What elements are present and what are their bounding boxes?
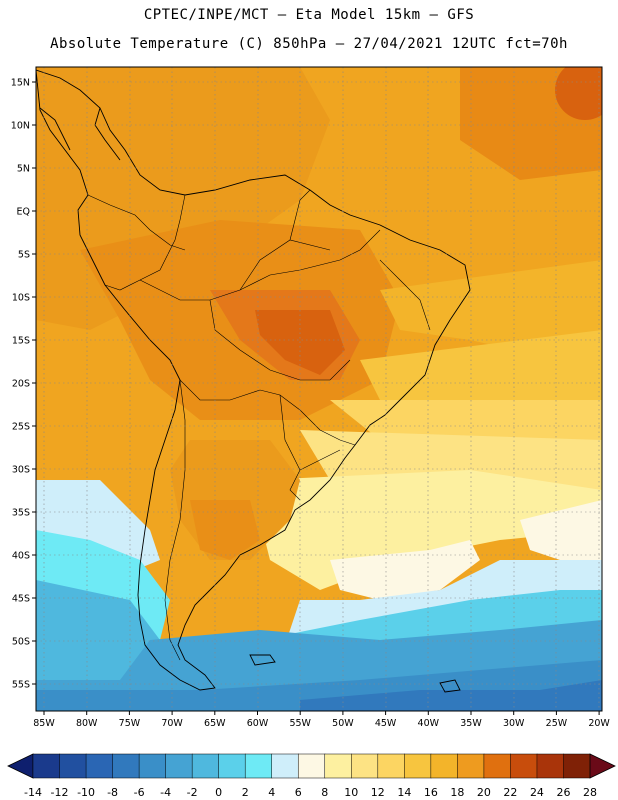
colorbar-swatch: [59, 753, 87, 779]
colorbar: [7, 753, 616, 779]
colorbar-swatch: [191, 753, 220, 779]
lat-label: 45S: [12, 594, 30, 605]
colorbar-label: 8: [321, 786, 328, 799]
colorbar-swatch: [112, 753, 140, 779]
coastlines: [36, 69, 471, 693]
lat-label: EQ: [17, 207, 30, 218]
lon-label: 55W: [289, 718, 311, 729]
colorbar-swatch: [244, 753, 273, 779]
colorbar-label: 2: [242, 786, 249, 799]
lat-label: 40S: [12, 551, 30, 562]
map-border: [35, 66, 603, 712]
lat-label: 10S: [12, 293, 30, 304]
colorbar-label: 16: [424, 786, 438, 799]
colorbar-swatch: [32, 753, 61, 779]
lon-label: 50W: [332, 718, 354, 729]
colorbar-swatch: [138, 753, 167, 779]
lon-label: 35W: [460, 718, 482, 729]
colorbar-label: -8: [107, 786, 118, 799]
lon-label: 65W: [204, 718, 226, 729]
lon-label: 70W: [161, 718, 183, 729]
colorbar-swatch: [404, 753, 432, 779]
lon-label: 25W: [546, 718, 568, 729]
lon-label: 40W: [418, 718, 440, 729]
colorbar-swatch: [85, 753, 114, 779]
lat-label: 5N: [17, 164, 30, 175]
colorbar-label: 14: [397, 786, 411, 799]
colorbar-swatch: [165, 753, 193, 779]
lat-label: 35S: [12, 508, 30, 519]
colorbar-label: -10: [77, 786, 95, 799]
lon-label: 80W: [76, 718, 98, 729]
lat-label: 20S: [12, 379, 30, 390]
lon-label: 45W: [375, 718, 397, 729]
lon-label: 30W: [503, 718, 525, 729]
title-line-1: CPTEC/INPE/MCT – Eta Model 15km – GFS: [143, 7, 475, 23]
lat-label: 50S: [12, 637, 30, 648]
colorbar-label: -2: [187, 786, 198, 799]
colorbar-swatch: [218, 753, 246, 779]
country-borders: [87, 189, 431, 661]
colorbar-label: -4: [160, 786, 171, 799]
lat-label: 5S: [18, 250, 30, 261]
colorbar-swatch: [536, 753, 565, 779]
colorbar-labels: -14 -12 -10 -8 -6 -4 -2 0 2 4 6 8 10 12 14 16 18 20 22 24 26…: [24, 786, 597, 799]
graticule: [36, 67, 602, 711]
lat-label: 10N: [11, 121, 30, 132]
title-line-2: Absolute Temperature (C) 850hPa – 27/04/…: [50, 36, 568, 52]
lat-label: 15N: [11, 78, 30, 89]
colorbar-label: -12: [51, 786, 69, 799]
colorbar-label: 10: [344, 786, 358, 799]
lon-label: 85W: [33, 718, 55, 729]
colorbar-swatch: [297, 753, 326, 779]
colorbar-label: 28: [583, 786, 597, 799]
colorbar-swatch: [457, 753, 485, 779]
longitude-labels: 85W 80W 75W 70W 65W 60W 55W 50W 45W 40W 35W 30W 25W 2…: [33, 711, 610, 729]
lon-label: 60W: [247, 718, 269, 729]
colorbar-label: 12: [371, 786, 385, 799]
colorbar-swatch: [510, 753, 538, 779]
colorbar-label: 20: [477, 786, 491, 799]
colorbar-max-arrow: [589, 753, 616, 779]
temperature-field: [36, 67, 602, 711]
lon-label: 75W: [119, 718, 141, 729]
lat-label: 30S: [12, 465, 30, 476]
colorbar-label: -6: [134, 786, 145, 799]
colorbar-label: 26: [556, 786, 570, 799]
colorbar-min-arrow: [7, 753, 34, 779]
latitude-labels: 15N 10N 5N EQ 5S 10S 15S 20S 25S 30S 35S 40S 45S 50S 5…: [11, 78, 36, 691]
colorbar-swatch: [351, 753, 379, 779]
colorbar-label: 4: [268, 786, 275, 799]
colorbar-label: 18: [450, 786, 464, 799]
colorbar-swatch: [563, 753, 591, 779]
colorbar-label: 0: [215, 786, 222, 799]
colorbar-swatch: [377, 753, 405, 779]
colorbar-label: 22: [503, 786, 517, 799]
colorbar-swatch: [483, 753, 511, 779]
lat-label: 25S: [12, 422, 30, 433]
colorbar-label: 6: [295, 786, 302, 799]
colorbar-label: -14: [24, 786, 42, 799]
colorbar-swatch: [430, 753, 458, 779]
lat-label: 15S: [12, 336, 30, 347]
lat-label: 55S: [12, 680, 30, 691]
colorbar-swatch: [271, 753, 299, 779]
colorbar-swatch: [324, 753, 352, 779]
colorbar-label: 24: [530, 786, 544, 799]
lon-label: 20W: [588, 718, 610, 729]
